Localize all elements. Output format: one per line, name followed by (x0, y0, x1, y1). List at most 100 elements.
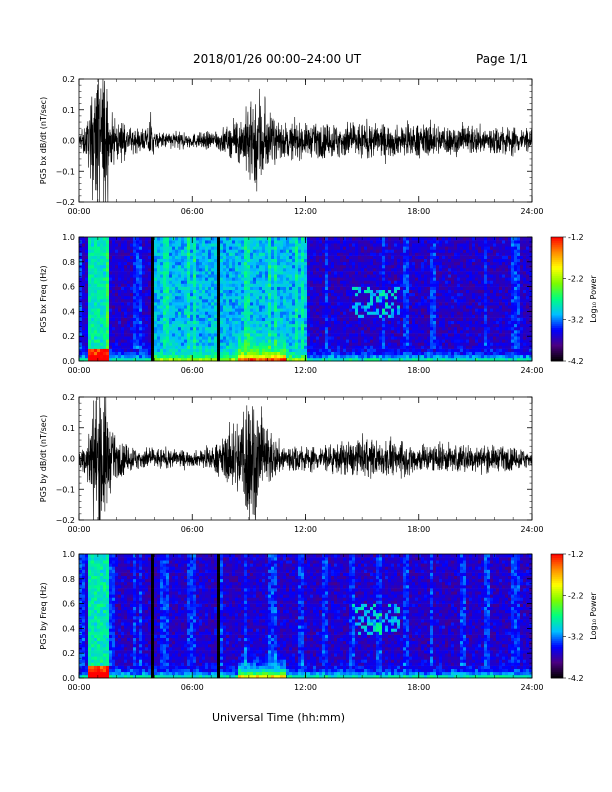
spectrogram-cell (199, 348, 203, 352)
spectrogram-cell (262, 280, 266, 284)
spectrogram-cell (421, 342, 425, 346)
spectrogram-cell (418, 283, 422, 287)
spectrogram-cell (214, 320, 218, 325)
spectrogram-cell (178, 295, 182, 300)
spectrogram-cell (235, 302, 239, 306)
spectrogram-cell (388, 292, 392, 297)
spectrogram-cell (244, 357, 248, 362)
spectrogram-cell (427, 339, 431, 343)
spectrogram-cell (406, 268, 410, 272)
spectrogram-cell (100, 351, 104, 356)
spectrogram-cell (292, 268, 296, 272)
spectrogram-cell (151, 317, 155, 321)
spectrogram-cell (226, 317, 230, 321)
spectrogram-cell (178, 320, 182, 325)
spectrogram-cell (175, 289, 179, 294)
spectrogram-cell (226, 289, 230, 294)
spectrogram-cell (406, 289, 410, 294)
spectrogram-cell (133, 249, 137, 253)
spectrogram-cell (304, 339, 308, 343)
spectrogram-cell (379, 255, 383, 259)
spectrogram-cell (361, 311, 365, 315)
spectrogram-cell (217, 323, 221, 328)
spectrogram-cell (190, 336, 194, 340)
spectrogram-cell (241, 336, 245, 340)
spectrogram-cell (430, 357, 434, 362)
spectrogram-cell (406, 237, 410, 241)
spectrogram-cell (226, 271, 230, 275)
spectrogram-cell (226, 330, 230, 334)
spectrogram-cell (301, 320, 305, 325)
spectrogram-cell (340, 286, 344, 290)
spectrogram-cell (160, 357, 164, 362)
spectrogram-cell (397, 339, 401, 343)
spectrogram-cell (124, 261, 128, 266)
spectrogram-cell (79, 283, 83, 287)
spectrogram-cell (421, 249, 425, 253)
spectrogram-cell (259, 311, 263, 315)
spectrogram-cell (376, 283, 380, 287)
spectrogram-cell (193, 339, 197, 343)
spectrogram-cell (346, 348, 350, 352)
spectrogram-cell (439, 264, 443, 269)
spectrogram-cell (382, 348, 386, 352)
spectrogram-cell (130, 311, 134, 315)
spectrogram-cell (289, 271, 293, 275)
spectrogram-cell (229, 246, 233, 250)
spectrogram-cell (400, 333, 404, 337)
spectrogram-cell (115, 271, 119, 275)
spectrogram-cell (217, 302, 221, 306)
spectrogram-cell (205, 323, 209, 328)
spectrogram-cell (241, 237, 245, 241)
spectrogram-cell (139, 264, 143, 269)
spectrogram-cell (427, 357, 431, 362)
spectrogram-cell (124, 271, 128, 275)
spectrogram-cell (364, 246, 368, 250)
spectrogram-cell (289, 311, 293, 315)
spectrogram-cell (88, 243, 92, 247)
spectrogram-cell (421, 308, 425, 312)
spectrogram-cell (280, 314, 284, 318)
spectrogram-cell (436, 258, 440, 263)
spectrogram-cell (202, 311, 206, 315)
spectrogram-cell (148, 258, 152, 263)
spectrogram-cell (319, 323, 323, 328)
spectrogram-cell (337, 252, 341, 256)
spectrogram-cell (394, 333, 398, 337)
spectrogram-cell (304, 305, 308, 309)
spectrogram-cell (259, 354, 263, 359)
spectrogram-cell (340, 237, 344, 241)
spectrogram-cell (148, 246, 152, 250)
spectrogram-cell (265, 323, 269, 328)
spectrogram-cell (160, 339, 164, 343)
spectrogram-cell (94, 240, 98, 244)
spectrogram-cell (337, 348, 341, 352)
spectrogram-cell (223, 271, 227, 275)
spectrogram-cell (307, 271, 311, 275)
spectrogram-cell (343, 330, 347, 334)
spectrogram-cell (421, 314, 425, 318)
spectrogram-cell (172, 280, 176, 284)
spectrogram-cell (88, 252, 92, 256)
spectrogram-cell (331, 295, 335, 300)
spectrogram-cell (352, 280, 356, 284)
spectrogram-cell (250, 333, 254, 337)
spectrogram-cell (148, 271, 152, 275)
spectrogram-cell (82, 302, 86, 306)
spectrogram-cell (157, 258, 161, 263)
spectrogram-cell (82, 314, 86, 318)
spectrogram-cell (97, 268, 101, 272)
spectrogram-cell (322, 292, 326, 297)
spectrogram-cell (349, 249, 353, 253)
spectrogram-cell (187, 258, 191, 263)
spectrogram-cell (301, 295, 305, 300)
spectrogram-cell (430, 326, 434, 331)
spectrogram-cell (271, 280, 275, 284)
spectrogram-cell (415, 237, 419, 241)
spectrogram-cell (190, 268, 194, 272)
spectrogram-cell (352, 357, 356, 362)
spectrogram-cell (163, 317, 167, 321)
spectrogram-cell (136, 237, 140, 241)
spectrogram-cell (415, 271, 419, 275)
spectrogram-cell (169, 271, 173, 275)
